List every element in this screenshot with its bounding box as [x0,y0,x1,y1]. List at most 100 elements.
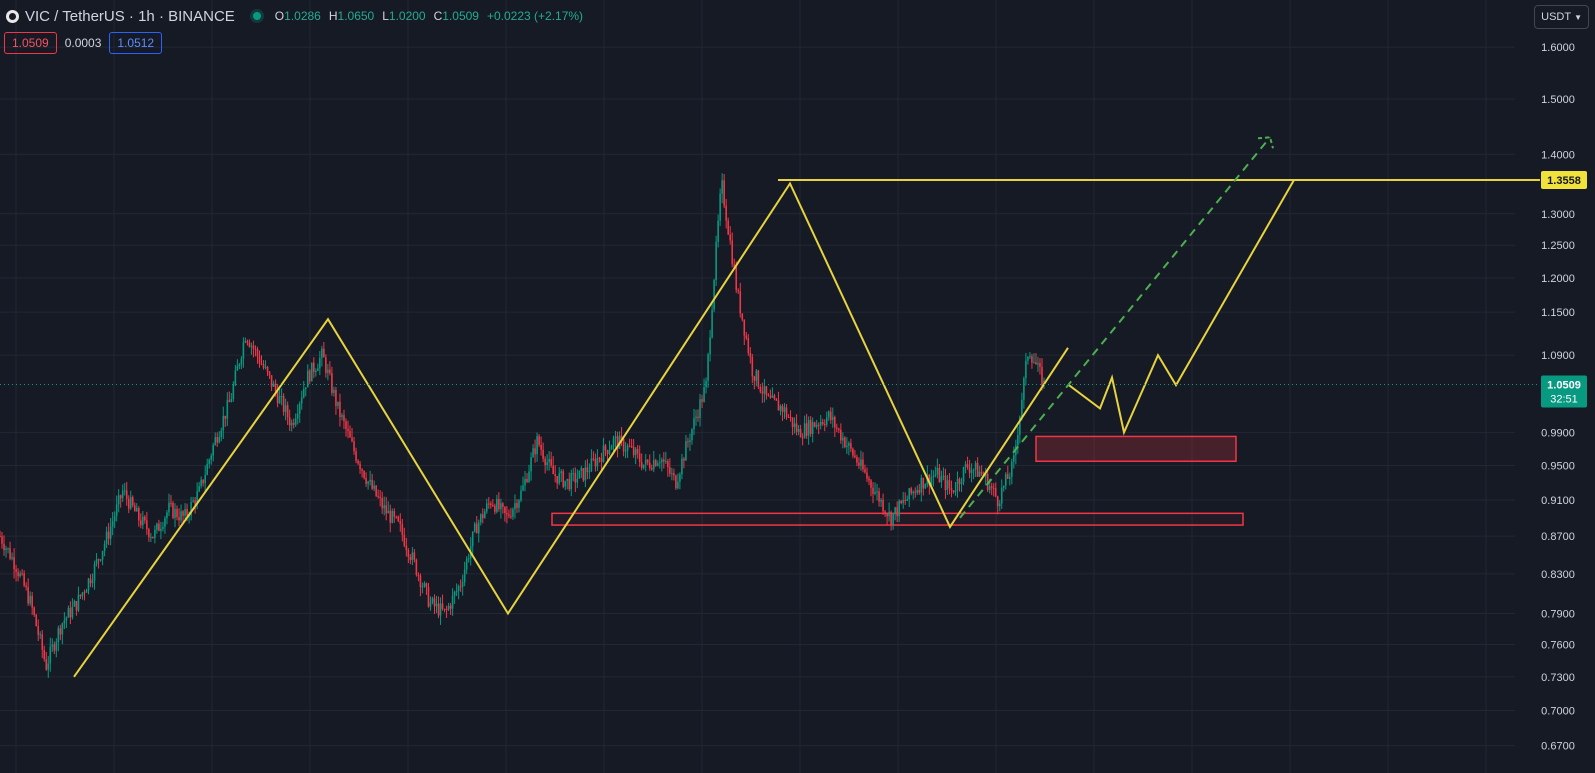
candle-body[interactable] [582,468,585,481]
candle-body[interactable] [85,590,88,593]
candle-body[interactable] [485,503,488,512]
candle-body[interactable] [767,394,770,396]
candle-body[interactable] [749,352,752,358]
candle-body[interactable] [996,496,999,507]
candle-body[interactable] [349,431,351,438]
candle-body[interactable] [200,479,202,487]
candle-body[interactable] [292,422,295,425]
candle-body[interactable] [823,424,826,426]
candle-body[interactable] [325,357,327,373]
candle-body[interactable] [948,480,951,488]
candle-body[interactable] [717,220,719,242]
candle-body[interactable] [640,461,643,468]
candle-body[interactable] [210,455,213,460]
candle-body[interactable] [558,473,561,484]
candle-body[interactable] [435,603,438,607]
candle-body[interactable] [111,521,114,527]
candle-body[interactable] [500,503,502,510]
candle-body[interactable] [1019,416,1021,435]
candle-body[interactable] [337,401,339,406]
candle-body[interactable] [1017,434,1019,446]
candle-body[interactable] [300,397,303,404]
candle-body[interactable] [258,356,261,364]
candle-body[interactable] [548,459,550,463]
demand-zone[interactable] [1035,435,1237,463]
candle-body[interactable] [69,608,72,618]
candle-body[interactable] [204,474,206,484]
candle-body[interactable] [838,428,840,430]
candle-body[interactable] [757,370,760,388]
candle-body[interactable] [831,417,834,420]
candle-body[interactable] [755,370,758,381]
candle-body[interactable] [224,415,227,419]
candle-body[interactable] [980,471,983,474]
candle-body[interactable] [270,375,273,387]
candle-body[interactable] [365,477,367,484]
candle-body[interactable] [787,416,790,418]
candle-body[interactable] [795,423,798,432]
candle-body[interactable] [602,445,605,463]
candle-body[interactable] [683,458,685,461]
candle-body[interactable] [1004,474,1007,486]
candle-body[interactable] [568,478,571,490]
candle-body[interactable] [739,291,742,314]
candle-body[interactable] [612,438,615,447]
candle-body[interactable] [363,470,365,478]
candle-body[interactable] [146,520,148,530]
candle-body[interactable] [115,504,118,517]
candle-body[interactable] [900,500,902,504]
candle-body[interactable] [246,340,249,343]
candle-body[interactable] [520,490,522,501]
candle-body[interactable] [89,578,92,584]
candle-body[interactable] [918,490,921,493]
candle-body[interactable] [222,415,225,431]
candle-body[interactable] [697,416,699,418]
candle-body[interactable] [616,436,619,449]
candle-body[interactable] [852,448,854,456]
candle-body[interactable] [451,595,454,609]
candle-body[interactable] [934,474,937,476]
candle-body[interactable] [866,472,868,479]
candle-body[interactable] [550,459,552,466]
candle-body[interactable] [777,400,780,411]
candle-body[interactable] [681,458,683,475]
candle-body[interactable] [765,386,768,395]
candle-body[interactable] [117,495,120,505]
candle-body[interactable] [825,417,828,425]
candle-body[interactable] [339,401,341,418]
candle-body[interactable] [397,516,400,522]
candle-body[interactable] [353,441,355,452]
candle-body[interactable] [53,644,56,651]
candle-body[interactable] [264,366,267,368]
candle-body[interactable] [703,387,705,402]
candle-body[interactable] [276,391,279,404]
candle-body[interactable] [860,459,862,466]
candle-body[interactable] [194,500,196,505]
candle-body[interactable] [333,389,335,393]
candle-body[interactable] [284,405,287,412]
candle-body[interactable] [922,477,925,489]
candle-body[interactable] [1031,356,1033,363]
candle-body[interactable] [87,578,90,591]
candle-body[interactable] [127,498,130,509]
candle-body[interactable] [665,461,667,463]
candle-body[interactable] [554,474,556,476]
candle-body[interactable] [176,508,178,518]
candle-body[interactable] [321,348,323,358]
candle-body[interactable] [711,309,713,338]
candle-body[interactable] [725,205,727,221]
candle-body[interactable] [604,445,607,451]
price-axis[interactable]: 1.6000 1.5000 1.4000 1.3000 1.2500 1.2000 1.15… [1541,42,1587,753]
candle-body[interactable] [226,400,229,419]
candle-body[interactable] [886,513,888,517]
candle-body[interactable] [135,508,138,512]
candle-body[interactable] [327,369,329,373]
candle-body[interactable] [212,444,215,456]
candle-body[interactable] [594,459,597,467]
candle-body[interactable] [248,342,251,347]
candle-body[interactable] [290,422,293,426]
candle-body[interactable] [313,362,315,373]
candle-body[interactable] [1002,485,1005,488]
candle-body[interactable] [829,411,832,420]
